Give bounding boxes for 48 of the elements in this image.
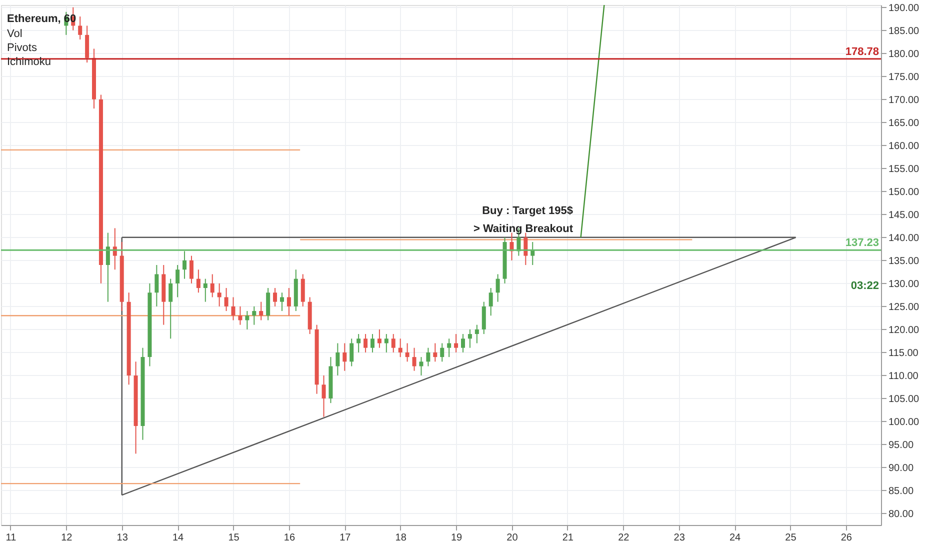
x-tick-label: 13 <box>116 532 128 544</box>
x-tick-label: 17 <box>340 532 352 544</box>
x-tick-label: 21 <box>562 532 574 544</box>
text: Ethereum, 60 <box>7 13 76 25</box>
x-tick-label: 20 <box>506 532 518 544</box>
y-tick-label: 120.00 <box>888 324 920 336</box>
annotation: 03:22 <box>850 280 879 292</box>
annotation: Pivots <box>7 42 38 54</box>
y-tick-label: 130.00 <box>888 278 920 290</box>
x-tick-label: 15 <box>228 532 240 544</box>
x-tick-label: 24 <box>729 532 742 544</box>
y-tick-label: 100.00 <box>888 416 920 428</box>
y-tick-label: 125.00 <box>888 302 920 313</box>
annotation: Ichimoku <box>7 56 52 68</box>
x-tick-label: 19 <box>450 532 463 544</box>
y-tick-label: 110.00 <box>888 370 919 382</box>
y-tick-label: 145.00 <box>888 210 920 221</box>
ref-line-label: 178.78 <box>845 46 879 58</box>
x-tick-label: 26 <box>840 532 852 544</box>
y-tick-label: 140.00 <box>888 232 920 244</box>
y-tick-label: 90.00 <box>888 462 914 474</box>
x-tick-label: 11 <box>6 532 17 544</box>
x-tick-label: 18 <box>395 532 407 544</box>
y-tick-label: 160.00 <box>888 140 920 152</box>
x-tick-label: 25 <box>785 532 797 544</box>
y-tick-label: 180.00 <box>888 48 920 60</box>
y-tick-label: 95.00 <box>888 440 914 451</box>
y-tick-label: 155.00 <box>888 164 920 175</box>
y-tick-label: 105.00 <box>888 394 920 405</box>
y-tick-label: 85.00 <box>888 486 914 497</box>
y-tick-label: 165.00 <box>888 118 920 129</box>
y-tick-label: 185.00 <box>888 26 920 37</box>
ref-line-label: 137.23 <box>845 237 879 250</box>
y-tick-label: 135.00 <box>888 256 920 267</box>
y-tick-label: 150.00 <box>888 186 920 198</box>
y-tick-label: 170.00 <box>888 94 920 106</box>
x-tick-label: 14 <box>172 532 184 544</box>
annotation: Buy : Target 195$ <box>482 205 573 217</box>
y-tick-label: 175.00 <box>888 72 920 83</box>
y-tick-label: 80.00 <box>888 508 914 520</box>
x-tick-label: 12 <box>61 532 73 544</box>
x-tick-label: 22 <box>618 532 630 544</box>
annotation: > Waiting Breakout <box>473 223 574 235</box>
annotation: Vol <box>7 28 22 40</box>
y-tick-label: 190.00 <box>888 2 920 14</box>
y-tick-label: 115.00 <box>888 348 919 359</box>
x-tick-label: 23 <box>674 532 686 544</box>
x-tick-label: 16 <box>284 532 296 544</box>
